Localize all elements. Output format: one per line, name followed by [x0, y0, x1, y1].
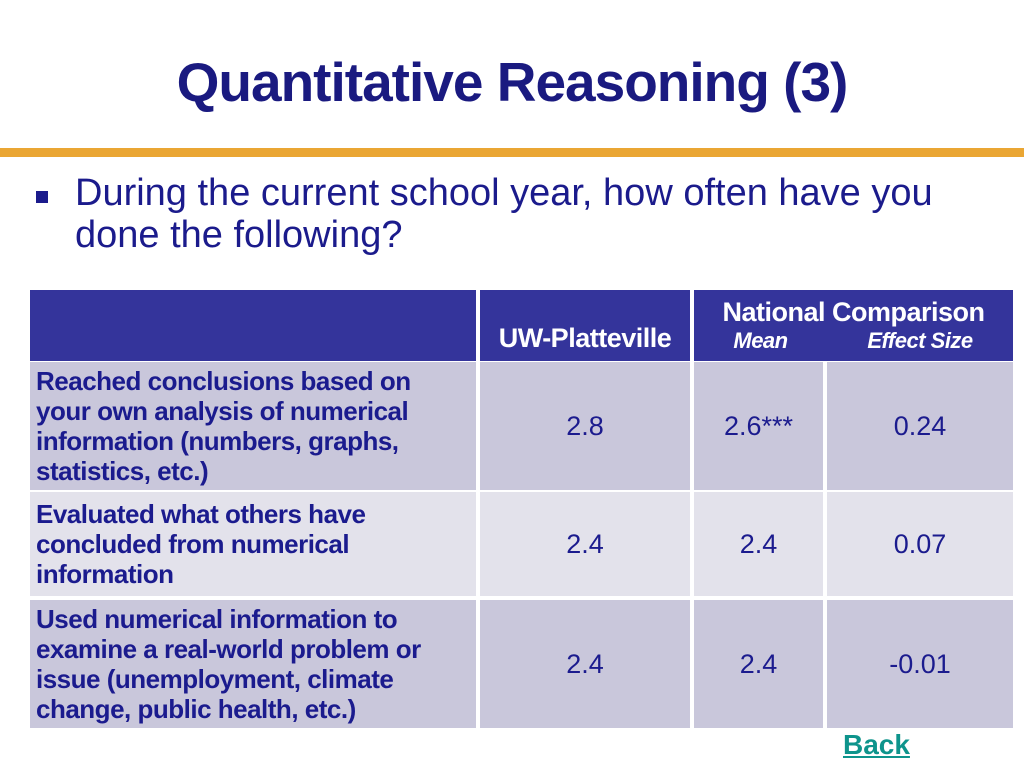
effect-size-value: 0.24 — [827, 362, 1013, 490]
table-corner-cell — [30, 290, 476, 361]
national-mean-value: 2.6*** — [694, 362, 823, 490]
page-title: Quantitative Reasoning (3) — [176, 51, 849, 113]
group-header-label: National Comparison — [722, 297, 985, 327]
sub-header-row: Mean Effect Size — [694, 328, 1013, 361]
bullet-paragraph: During the current school year, how ofte… — [36, 172, 966, 256]
uw-platteville-value: 2.8 — [480, 362, 690, 490]
table-row: Used numerical information to examine a … — [30, 600, 1013, 728]
column-header-uw-platteville: UW-Platteville — [480, 290, 690, 361]
column-header-mean: Mean — [733, 328, 788, 353]
bullet-text: During the current school year, how ofte… — [75, 172, 933, 256]
row-label: Evaluated what others have concluded fro… — [30, 492, 476, 596]
national-mean-value: 2.4 — [694, 600, 823, 728]
column-group-national-comparison: National Comparison Mean Effect Size — [694, 290, 1013, 361]
effect-size-value: 0.07 — [827, 492, 1013, 596]
bullet-square-icon — [36, 191, 48, 203]
table-row: Evaluated what others have concluded fro… — [30, 492, 1013, 596]
row-label: Used numerical information to examine a … — [30, 600, 476, 728]
column-header-effect-size: Effect Size — [867, 328, 973, 353]
national-mean-value: 2.4 — [694, 492, 823, 596]
uw-platteville-value: 2.4 — [480, 492, 690, 596]
results-table: UW-Platteville National Comparison Mean … — [30, 290, 1013, 730]
table-header-row: UW-Platteville National Comparison Mean … — [30, 290, 1013, 361]
uw-platteville-value: 2.4 — [480, 600, 690, 728]
title-underline-rule — [0, 148, 1024, 157]
effect-size-value: -0.01 — [827, 600, 1013, 728]
row-label: Reached conclusions based on your own an… — [30, 362, 476, 490]
table-row: Reached conclusions based on your own an… — [30, 362, 1013, 490]
back-link[interactable]: Back — [843, 729, 910, 760]
